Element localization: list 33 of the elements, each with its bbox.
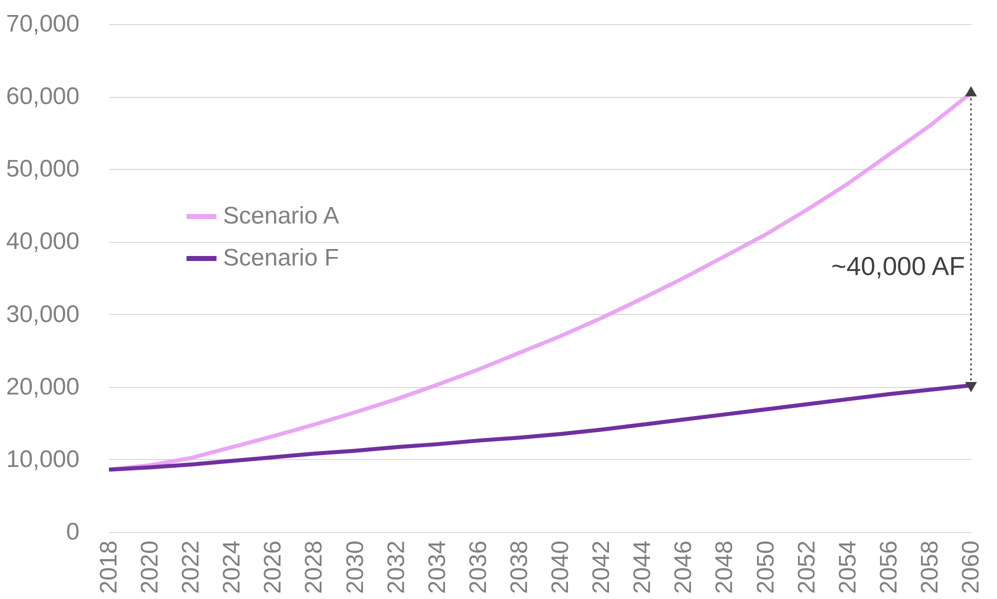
x-tick-label: 2044 [629,540,656,594]
y-tick-label: 10,000 [6,446,80,473]
x-tick-label: 2036 [464,540,492,594]
x-tick-label: 2026 [260,540,287,594]
x-tick-label: 2018 [96,540,122,594]
x-tick-label: 2022 [178,540,205,594]
x-tick-label: 2034 [424,540,451,594]
annotation: ~40,000 AF [831,251,965,282]
y-tick-label: 70,000 [6,10,80,38]
x-tick-label: 2028 [300,540,328,594]
legend-label: Scenario A [223,202,340,230]
x-tick-label: 2046 [670,540,698,594]
x-tick-label: 2040 [547,540,574,594]
y-tick-label: 20,000 [6,373,80,400]
x-tick-label: 2058 [916,540,944,594]
legend-label: Scenario F [223,244,340,272]
x-tick-label: 2050 [752,540,780,594]
x-tick-label: 2056 [875,540,902,594]
x-tick-label: 2060 [958,540,984,594]
x-tick-label: 2024 [218,540,246,594]
x-tick-label: 2038 [506,540,533,594]
y-tick-label: 0 [66,518,80,546]
x-tick-label: 2054 [834,540,862,594]
x-tick-label: 2032 [382,540,410,594]
x-tick-label: 2020 [136,540,164,594]
y-tick-label: 60,000 [6,83,80,110]
x-tick-label: 2030 [342,540,369,594]
y-tick-label: 50,000 [6,156,80,183]
x-tick-label: 2052 [793,540,820,594]
x-tick-label: 2048 [711,540,738,594]
y-tick-label: 30,000 [6,300,80,328]
y-tick-label: 40,000 [6,228,80,256]
x-tick-label: 2042 [588,540,616,594]
